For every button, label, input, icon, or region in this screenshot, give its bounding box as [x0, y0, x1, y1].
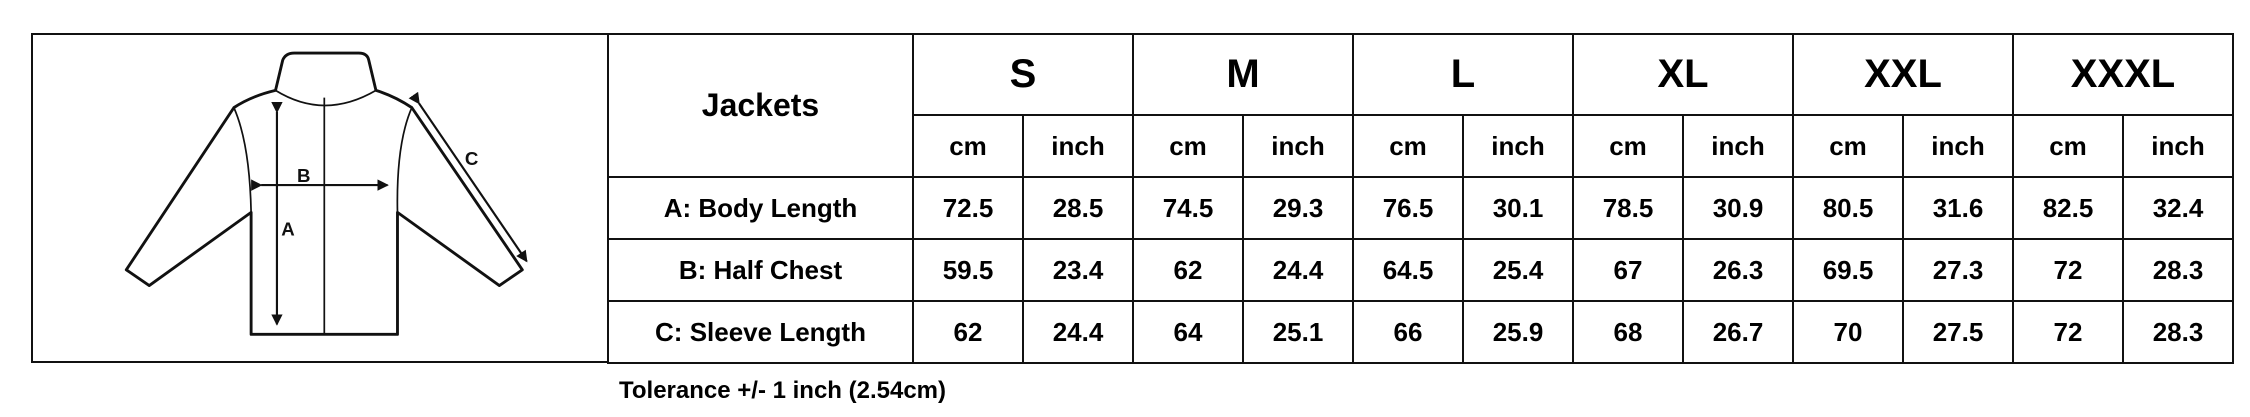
- measurement-cell: 64.5: [1352, 238, 1464, 302]
- unit-header-inch: inch: [1902, 114, 2014, 178]
- label-c: C: [465, 148, 478, 169]
- table-title: Jackets: [607, 33, 914, 178]
- armhole-left: [233, 107, 252, 213]
- table-row: B: Half Chest 59.5 23.4 62 24.4 64.5 25.4 67 26.…: [607, 238, 2234, 302]
- row-label: A: Body Length: [607, 176, 914, 240]
- size-header-xxl: XXL: [1792, 33, 2014, 116]
- measurement-cell: 28.5: [1022, 176, 1134, 240]
- measurement-cell: 27.3: [1902, 238, 2014, 302]
- measurement-cell: 68: [1572, 300, 1684, 364]
- measurement-cell: 25.9: [1462, 300, 1574, 364]
- measurement-cell: 25.1: [1242, 300, 1354, 364]
- measurement-cell: 32.4: [2122, 176, 2234, 240]
- measurement-cell: 76.5: [1352, 176, 1464, 240]
- measurement-cell: 28.3: [2122, 300, 2234, 364]
- label-a: A: [281, 218, 294, 239]
- measurement-cell: 24.4: [1242, 238, 1354, 302]
- label-b: B: [297, 165, 310, 186]
- unit-header-cm: cm: [1572, 114, 1684, 178]
- measurement-cell: 62: [1132, 238, 1244, 302]
- size-header-l: L: [1352, 33, 1574, 116]
- size-header-xl: XL: [1572, 33, 1794, 116]
- table-row: A: Body Length 72.5 28.5 74.5 29.3 76.5 30.1 78…: [607, 176, 2234, 240]
- measurement-cell: 66: [1352, 300, 1464, 364]
- size-header-s: S: [912, 33, 1134, 116]
- measurement-cell: 28.3: [2122, 238, 2234, 302]
- row-label: C: Sleeve Length: [607, 300, 914, 364]
- measurement-cell: 29.3: [1242, 176, 1354, 240]
- measurement-cell: 62: [912, 300, 1024, 364]
- jacket-diagram-cell: [31, 33, 607, 363]
- jacket-outline: [124, 51, 524, 336]
- measurement-cell: 72.5: [912, 176, 1024, 240]
- measurement-cell: 72: [2012, 300, 2124, 364]
- measurement-cell: 31.6: [1902, 176, 2014, 240]
- unit-header-cm: cm: [1792, 114, 1904, 178]
- arrow-c: [408, 91, 528, 263]
- table-row: C: Sleeve Length 62 24.4 64 25.1 66 25.9 68 26.7…: [607, 300, 2234, 364]
- unit-header-inch: inch: [1242, 114, 1354, 178]
- measurement-cell: 80.5: [1792, 176, 1904, 240]
- measurement-cell: 23.4: [1022, 238, 1134, 302]
- size-header-m: M: [1132, 33, 1354, 116]
- unit-row: cm inch cm inch cm inch cm inch cm inch cm inch: [608, 114, 2234, 178]
- unit-header-inch: inch: [2122, 114, 2234, 178]
- measurement-cell: 64: [1132, 300, 1244, 364]
- unit-header-inch: inch: [1022, 114, 1134, 178]
- measurement-cell: 26.7: [1682, 300, 1794, 364]
- unit-header-cm: cm: [2012, 114, 2124, 178]
- size-header-xxxl: XXXL: [2012, 33, 2234, 116]
- unit-header-inch: inch: [1682, 114, 1794, 178]
- measurement-cell: 30.1: [1462, 176, 1574, 240]
- measurement-cell: 78.5: [1572, 176, 1684, 240]
- tolerance-note: Tolerance +/- 1 inch (2.54cm): [619, 377, 947, 404]
- unit-header-cm: cm: [1132, 114, 1244, 178]
- unit-header-cm: cm: [1352, 114, 1464, 178]
- size-chart-table: Jackets S M L XL XXL XXXL cm inch cm inch cm…: [607, 33, 2234, 364]
- measurement-cell: 82.5: [2012, 176, 2124, 240]
- row-label: B: Half Chest: [607, 238, 914, 302]
- measurement-cell: 70: [1792, 300, 1904, 364]
- measurement-cell: 67: [1572, 238, 1684, 302]
- measurement-cell: 27.5: [1902, 300, 2014, 364]
- unit-header-cm: cm: [912, 114, 1024, 178]
- measurement-cell: 74.5: [1132, 176, 1244, 240]
- measurement-cell: 24.4: [1022, 300, 1134, 364]
- measurement-cell: 69.5: [1792, 238, 1904, 302]
- measurement-cell: 59.5: [912, 238, 1024, 302]
- unit-header-inch: inch: [1462, 114, 1574, 178]
- measurement-cell: 25.4: [1462, 238, 1574, 302]
- collar-curve: [275, 89, 377, 107]
- measurement-cell: 30.9: [1682, 176, 1794, 240]
- armhole-right: [396, 107, 413, 213]
- measurement-cell: 26.3: [1682, 238, 1794, 302]
- measurement-cell: 72: [2012, 238, 2124, 302]
